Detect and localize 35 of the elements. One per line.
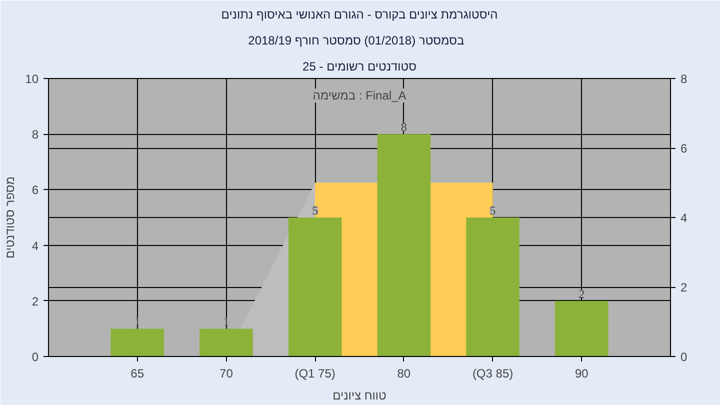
bar <box>110 328 164 356</box>
data-label: 5 <box>312 204 318 218</box>
y-tick-label: 4 <box>32 238 39 253</box>
chart-title: היסטוגרמת ציונים בקורס - הגורם האנושי באיסוף נתונים <box>221 8 498 22</box>
chart-subtitle: בסמסטר (01/2018) סמסטר חורף 2018/19 <box>248 34 464 48</box>
data-label: 1 <box>223 314 230 329</box>
x-tick-label: 80 <box>397 366 411 380</box>
y-axis-title: מספר סטודנטים <box>3 176 18 259</box>
data-label: 1 <box>134 314 140 329</box>
bar <box>466 218 520 356</box>
y-tick-label: 6 <box>32 183 39 198</box>
y2-tick-label: 4 <box>680 211 688 225</box>
bar <box>554 300 608 356</box>
y2-tick-label: 6 <box>680 142 688 156</box>
y-tick-label: 0 <box>32 350 39 364</box>
x-tick-label: 70 <box>220 366 234 380</box>
data-label: 8 <box>400 120 407 134</box>
data-label: 2 <box>578 286 585 301</box>
y2-tick-label: 0 <box>680 350 688 364</box>
y-tick-label: 2 <box>32 294 39 308</box>
bar <box>200 328 253 356</box>
y-tick-label: 8 <box>32 128 39 142</box>
y2-tick-label: 2 <box>680 280 688 294</box>
x-tick-label: 90 <box>574 366 589 380</box>
y2-tick-label: 8 <box>680 72 688 86</box>
x-axis-title: טווח ציונים <box>332 388 387 402</box>
bar <box>288 218 342 356</box>
annotation: במשימה : Final_A <box>312 88 406 102</box>
data-label: 5 <box>490 204 496 218</box>
x-tick-label: 65 <box>130 366 144 380</box>
text: סטודנטים רשומים - 25 <box>302 60 417 74</box>
y-tick-label: 10 <box>25 72 39 86</box>
bar <box>377 134 431 356</box>
x-tick-label: (Q1 75) <box>294 366 336 380</box>
x-tick-label: (Q3 85) <box>472 366 514 380</box>
